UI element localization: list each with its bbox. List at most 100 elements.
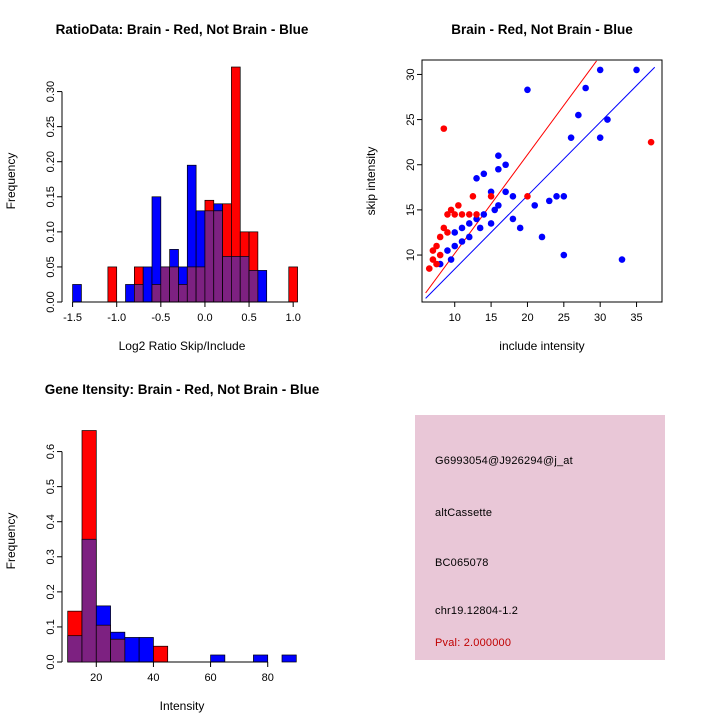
panel-ratio-histogram: -1.5 -1.0 -0.5 0.0 0.5 1.0 0.00 0.05 0.10 0.15 0.2… <box>0 0 360 360</box>
x-tick-label: 35 <box>630 312 642 324</box>
panel-intensity-scatter: 10 15 20 25 30 35 10 15 20 25 30 Brain - Red, Not B… <box>360 0 720 360</box>
scatter-point <box>429 247 437 254</box>
red-line <box>425 60 597 294</box>
scatter-point <box>451 229 459 236</box>
scatter-point <box>575 111 582 119</box>
scatter-point <box>604 116 611 123</box>
hist-bar <box>288 266 298 303</box>
hist-bar <box>107 266 118 303</box>
scatter-point <box>502 161 509 169</box>
y-axis-title: Frequency <box>4 153 18 210</box>
y-tick-label: 0.5 <box>45 479 57 494</box>
scatter-plot-area <box>425 60 656 299</box>
info-box: G6993054@J926294@j_at altCassette BC0650… <box>415 415 665 660</box>
scatter-point <box>433 242 440 250</box>
plot-box <box>421 59 663 303</box>
y-tick-label: 0.00 <box>45 291 57 312</box>
scatter-point <box>440 125 448 132</box>
scatter-point <box>480 211 488 218</box>
y-tick-label: 0.2 <box>45 584 57 599</box>
scatter-point <box>436 233 444 241</box>
hist-bar <box>124 637 140 663</box>
hist-bar-overlap <box>195 266 206 303</box>
scatter-point <box>487 188 495 196</box>
y-tick-label: 25 <box>405 113 417 125</box>
scatter-point <box>596 134 604 141</box>
y-tick-label: 0.15 <box>45 186 57 207</box>
x-axis-title: Intensity <box>160 699 205 713</box>
scatter-point <box>447 206 455 214</box>
scatter-point <box>633 66 640 74</box>
hist-bar-overlap <box>169 266 179 303</box>
scatter-point <box>509 193 517 200</box>
x-tick-label: 10 <box>449 312 461 324</box>
panel-info: G6993054@J926294@j_at altCassette BC0650… <box>360 360 720 720</box>
probe-id-text: G6993054@J926294@j_at <box>435 455 573 467</box>
scatter-point <box>458 224 466 232</box>
y-tick-label: 0.1 <box>45 619 57 634</box>
scatter-point <box>436 251 444 259</box>
scatter-point <box>538 233 546 241</box>
scatter-point <box>480 170 488 178</box>
scatter-point <box>524 86 531 94</box>
scatter-point <box>444 229 451 236</box>
scatter-point <box>495 152 502 160</box>
hist-bar <box>253 654 269 663</box>
x-tick-label: -0.5 <box>151 312 170 324</box>
scatter-point <box>476 224 484 232</box>
scatter-point <box>473 211 480 218</box>
x-tick-label: 0.5 <box>241 312 256 324</box>
scatter-point <box>502 188 509 196</box>
hist-bar-overlap <box>151 284 162 303</box>
scatter-point <box>425 265 433 272</box>
hist-bar <box>153 645 169 663</box>
scatter-point <box>458 238 466 245</box>
scatter-point <box>465 233 473 241</box>
hist-bar <box>257 270 268 303</box>
y-tick-label: 0.6 <box>45 444 57 459</box>
scatter-point <box>458 211 466 218</box>
x-tick-label: 40 <box>147 672 159 684</box>
hist-bar-overlap <box>110 638 126 663</box>
hist-bar-overlap <box>81 538 97 663</box>
scatter-point <box>582 84 589 92</box>
y-tick-label: 20 <box>405 159 417 171</box>
chart-title: Brain - Red, Not Brain - Blue <box>451 22 633 37</box>
hist-bar <box>138 637 154 663</box>
scatter-point <box>451 242 459 250</box>
scatter-point <box>509 215 517 223</box>
x-tick-label: 30 <box>594 312 606 324</box>
y-tick-label: 0.05 <box>45 256 57 277</box>
hist-bar-overlap <box>95 624 111 663</box>
y-tick-label: 30 <box>405 68 417 80</box>
y-tick-label: 0.10 <box>45 221 57 242</box>
x-tick-label: -1.5 <box>63 312 82 324</box>
hist-bar-overlap <box>239 256 250 303</box>
y-tick-label: 0.30 <box>45 81 57 102</box>
scatter-point <box>491 206 499 214</box>
scatter-point <box>451 211 459 218</box>
y-tick-label: 15 <box>405 204 417 216</box>
x-tick-label: 80 <box>262 672 274 684</box>
hist-bar <box>210 654 226 663</box>
scatter-point <box>545 197 553 205</box>
x-tick-label: 20 <box>90 672 102 684</box>
blue-line <box>425 66 656 299</box>
scatter-point <box>567 134 575 141</box>
scatter-point <box>465 220 473 227</box>
scatter-point <box>433 260 440 268</box>
scatter-point <box>531 202 539 209</box>
ratio-histogram-chart: -1.5 -1.0 -0.5 0.0 0.5 1.0 0.00 0.05 0.10 0.15 0.2… <box>4 22 309 353</box>
scatter-point <box>647 138 655 146</box>
hist-bar-overlap <box>186 266 197 303</box>
x-tick-label: 0.0 <box>197 312 212 324</box>
hist-bar <box>142 266 153 303</box>
accession-text: BC065078 <box>435 557 489 569</box>
hist-bar-overlap <box>134 284 144 303</box>
scatter-point <box>596 66 604 74</box>
scatter-point <box>473 174 480 182</box>
y-tick-label: 0.25 <box>45 116 57 137</box>
hist-bar-overlap <box>178 284 188 303</box>
intensity-scatter-chart: 10 15 20 25 30 35 10 15 20 25 30 Brain - Red, Not B… <box>364 22 663 353</box>
